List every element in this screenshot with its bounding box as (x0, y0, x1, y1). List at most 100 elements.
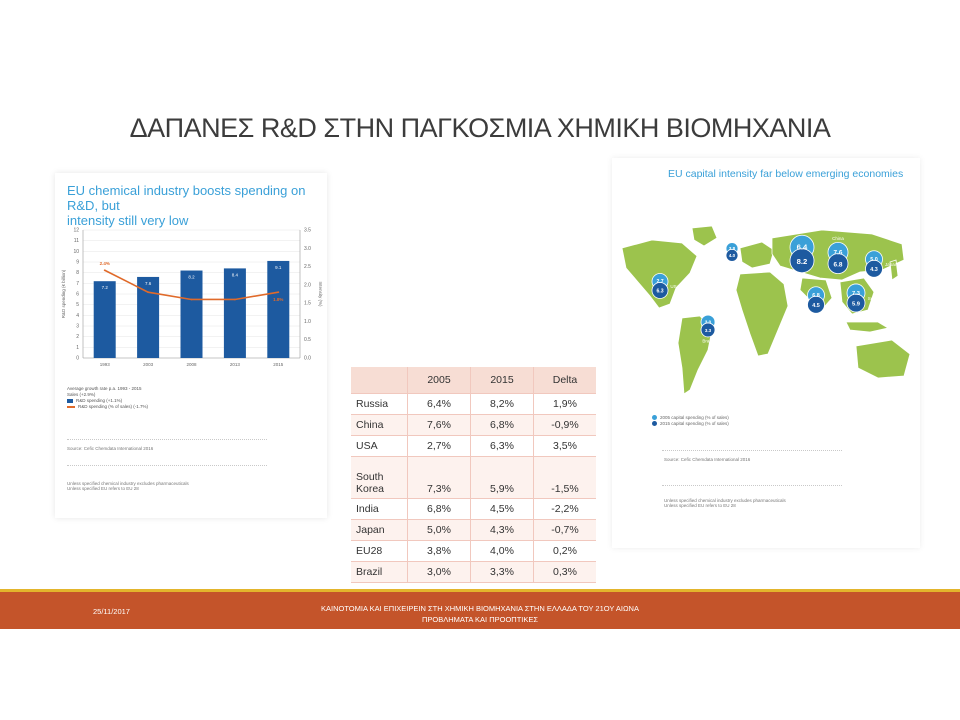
world-map: 2.7 6.3 USA 3.8 4.0 EU 6.4 8.2 Russia 7.6 6.8 China… (621, 225, 911, 395)
y-tick-label: 8 (76, 270, 79, 276)
y-tick-label: 9 (76, 260, 79, 266)
table-cell-2005: 7,3% (407, 456, 471, 499)
legend-bar-label: R&D spending (+1.1%) (76, 398, 123, 403)
divider (662, 485, 842, 486)
bubble-2005-value: 3.0 (705, 319, 712, 324)
footer-accent-line (0, 589, 960, 592)
legend-bar-row: R&D spending (+1.1%) (67, 398, 317, 404)
region-bubble-india: 6.8 4.5 India (795, 286, 825, 314)
table-cell-country: Brazil (351, 561, 408, 583)
rd-source: Source: Cefic Chemdata International 201… (67, 446, 154, 451)
bar-value-label: 7.2 (102, 285, 109, 290)
table-cell-delta: -0,7% (533, 519, 596, 541)
y-tick-label: 11 (74, 238, 79, 244)
table-cell-delta: 3,5% (533, 435, 596, 457)
bubble-2015-value: 4.3 (870, 267, 878, 273)
bubble-2005-value: 6.4 (797, 243, 808, 252)
region-bubble-china: 7.6 6.8 China (827, 236, 849, 274)
table-row: USA 2,7% 6,3% 3,5% (351, 435, 596, 457)
region-label: Japan (885, 262, 898, 267)
table-cell-country: China (351, 414, 408, 436)
region-bubble-brazil: 3.0 3.3 Brazil (700, 314, 716, 343)
footer-date: 25/11/2017 (93, 607, 130, 616)
map-note2: Unless specified EU refers to EU 28 (664, 503, 736, 508)
region-label: South Korea (868, 296, 894, 301)
intensity-point (277, 291, 280, 294)
bubble-2015-value: 4.5 (812, 303, 820, 309)
y-tick-label: 12 (73, 228, 79, 234)
y-tick-label: 0 (76, 356, 79, 362)
legend-dot-2015 (652, 421, 657, 427)
table-cell-country: South Korea (351, 456, 408, 499)
bubble-2005-value: 7.6 (834, 249, 843, 256)
rd-note2: Unless specified EU refers to EU 28 (67, 486, 139, 491)
y2-tick-label: 0.0 (304, 356, 311, 362)
footer-text-line1: ΚΑΙΝΟΤΟΜΙΑ ΚΑΙ ΕΠΙΧΕΙΡΕΙΝ ΣΤΗ ΧΗΜΙΚΗ ΒΙΟ… (321, 604, 639, 613)
region-label: Brazil (702, 338, 713, 343)
bubble-2015 (789, 248, 815, 274)
table-cell-2005: 7,6% (407, 414, 471, 436)
bar (267, 260, 290, 358)
x-tick-label: 1993 (100, 362, 111, 367)
table-header-delta: Delta (533, 367, 596, 394)
intensity-point (103, 269, 106, 272)
table-row: China 7,6% 6,8% -0,9% (351, 414, 596, 436)
table-row: South Korea 7,3% 5,9% -1,5% (351, 456, 596, 499)
table-header-country (351, 367, 408, 394)
bubble-2015 (700, 322, 716, 338)
y2-tick-label: 3.0 (304, 246, 311, 252)
table-cell-2005: 6,8% (407, 498, 471, 520)
y2-tick-label: 0.5 (304, 337, 311, 343)
y2-tick-label: 1.5 (304, 301, 311, 307)
region-label: EU (729, 237, 735, 242)
continent-africa (735, 271, 789, 357)
bubble-2015 (865, 259, 883, 278)
y2-tick-label: 2.0 (304, 282, 311, 288)
bar-value-label: 8.4 (232, 272, 239, 277)
bar-value-label: 7.6 (145, 281, 152, 286)
map-legend-2005-label: 2005 capital spending (% of sales) (660, 415, 729, 420)
legend-line-swatch (67, 406, 75, 408)
y-tick-label: 3 (76, 324, 79, 330)
map-note1: Unless specified chemical industry exclu… (664, 498, 786, 503)
table-row: Russia 6,4% 8,2% 1,9% (351, 393, 596, 415)
table-cell-2015: 6,8% (470, 414, 534, 436)
continent-greenland (691, 225, 718, 247)
bubble-2015 (651, 282, 669, 299)
table-cell-delta: 0,3% (533, 561, 596, 583)
region-bubble-south-korea: 7.3 5.9 South Korea (846, 283, 894, 313)
table-cell-2015: 6,3% (470, 435, 534, 457)
x-tick-label: 2015 (273, 362, 284, 367)
table-cell-2005: 3,8% (407, 540, 471, 562)
bubble-2015-value: 4.0 (729, 253, 736, 258)
table-row: Brazil 3,0% 3,3% 0,3% (351, 561, 596, 583)
y-tick-label: 7 (76, 281, 79, 287)
intensity-point (147, 291, 149, 294)
table-cell-country-line1: South (356, 471, 384, 483)
map-title: EU capital intensity far below emerging … (668, 168, 904, 180)
table-cell-2015: 5,9% (470, 456, 534, 499)
x-tick-label: 2003 (143, 362, 154, 367)
rd-legend: Average growth rate p.a. 1993 - 2015 Sal… (67, 386, 317, 410)
table-cell-2005: 6,4% (407, 393, 471, 415)
map-source: Source: Cefic Chemdata International 201… (664, 457, 751, 462)
table-cell-2015: 3,3% (470, 561, 534, 583)
region-label: India (795, 298, 805, 303)
table-cell-country: Japan (351, 519, 408, 541)
y2-axis-label: Intensity (%) (318, 281, 323, 307)
region-bubble-russia: 6.4 8.2 Russia (789, 229, 815, 274)
footer-text-line2: ΠΡΟΒΛΗΜΑΤΑ ΚΑΙ ΠΡΟΟΠΤΙΚΕΣ (421, 615, 539, 624)
region-bubble-eu: 3.8 4.0 EU (725, 237, 739, 262)
continent-japan (889, 259, 899, 281)
divider (662, 450, 842, 451)
map-legend-2015: 2015 capital spending (% of sales) (652, 421, 729, 427)
y-axis-label: R&D spending (€ billion) (61, 269, 66, 318)
rd-spending-panel: EU chemical industry boosts spending on … (55, 173, 327, 518)
table-header-row: 2005 2015 Delta (351, 367, 596, 394)
table-cell-2015: 8,2% (470, 393, 534, 415)
bubble-2015-value: 6.3 (656, 289, 663, 295)
continent-indonesia (845, 321, 890, 333)
capital-intensity-map-panel: EU capital intensity far below emerging … (612, 158, 920, 548)
y2-tick-label: 2.5 (304, 264, 311, 270)
footer-bar (0, 589, 960, 629)
